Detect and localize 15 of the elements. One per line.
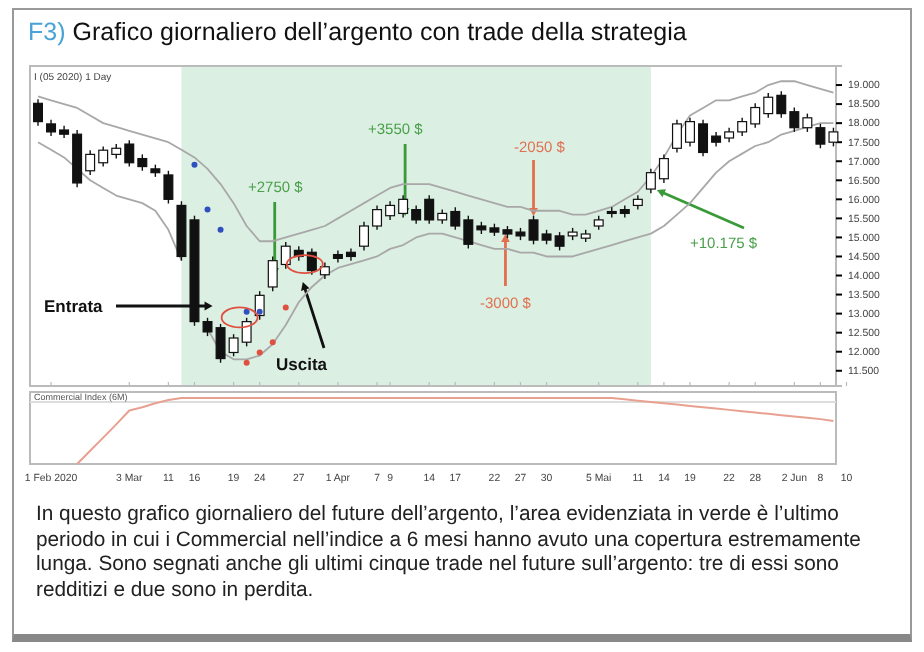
annotation: Entrata bbox=[44, 296, 104, 316]
point bbox=[269, 339, 276, 346]
point bbox=[256, 308, 263, 315]
candlestick bbox=[33, 98, 43, 127]
point bbox=[204, 206, 211, 213]
point bbox=[256, 349, 263, 356]
point bbox=[243, 359, 250, 366]
point bbox=[191, 161, 198, 168]
candlestick bbox=[163, 170, 174, 205]
text: In questo grafico giornaliero del future dell’argento, l’area evidenziata in verde è l’ultimo periodo in cui i Commercial nell’indice a 6 mesi hanno avuto una copertura estremamente lunga. Sono segnati anche gli ultimi cinque trade nel future sull’argento: tre di essi sono redditizi e due sono in perdita. bbox=[36, 504, 863, 605]
point bbox=[243, 308, 250, 315]
point bbox=[217, 226, 224, 233]
point bbox=[282, 304, 289, 311]
chart-title: F3) Grafico giornaliero dell’argento con trade della strategia bbox=[28, 18, 687, 46]
annotation: Uscita bbox=[276, 354, 328, 374]
